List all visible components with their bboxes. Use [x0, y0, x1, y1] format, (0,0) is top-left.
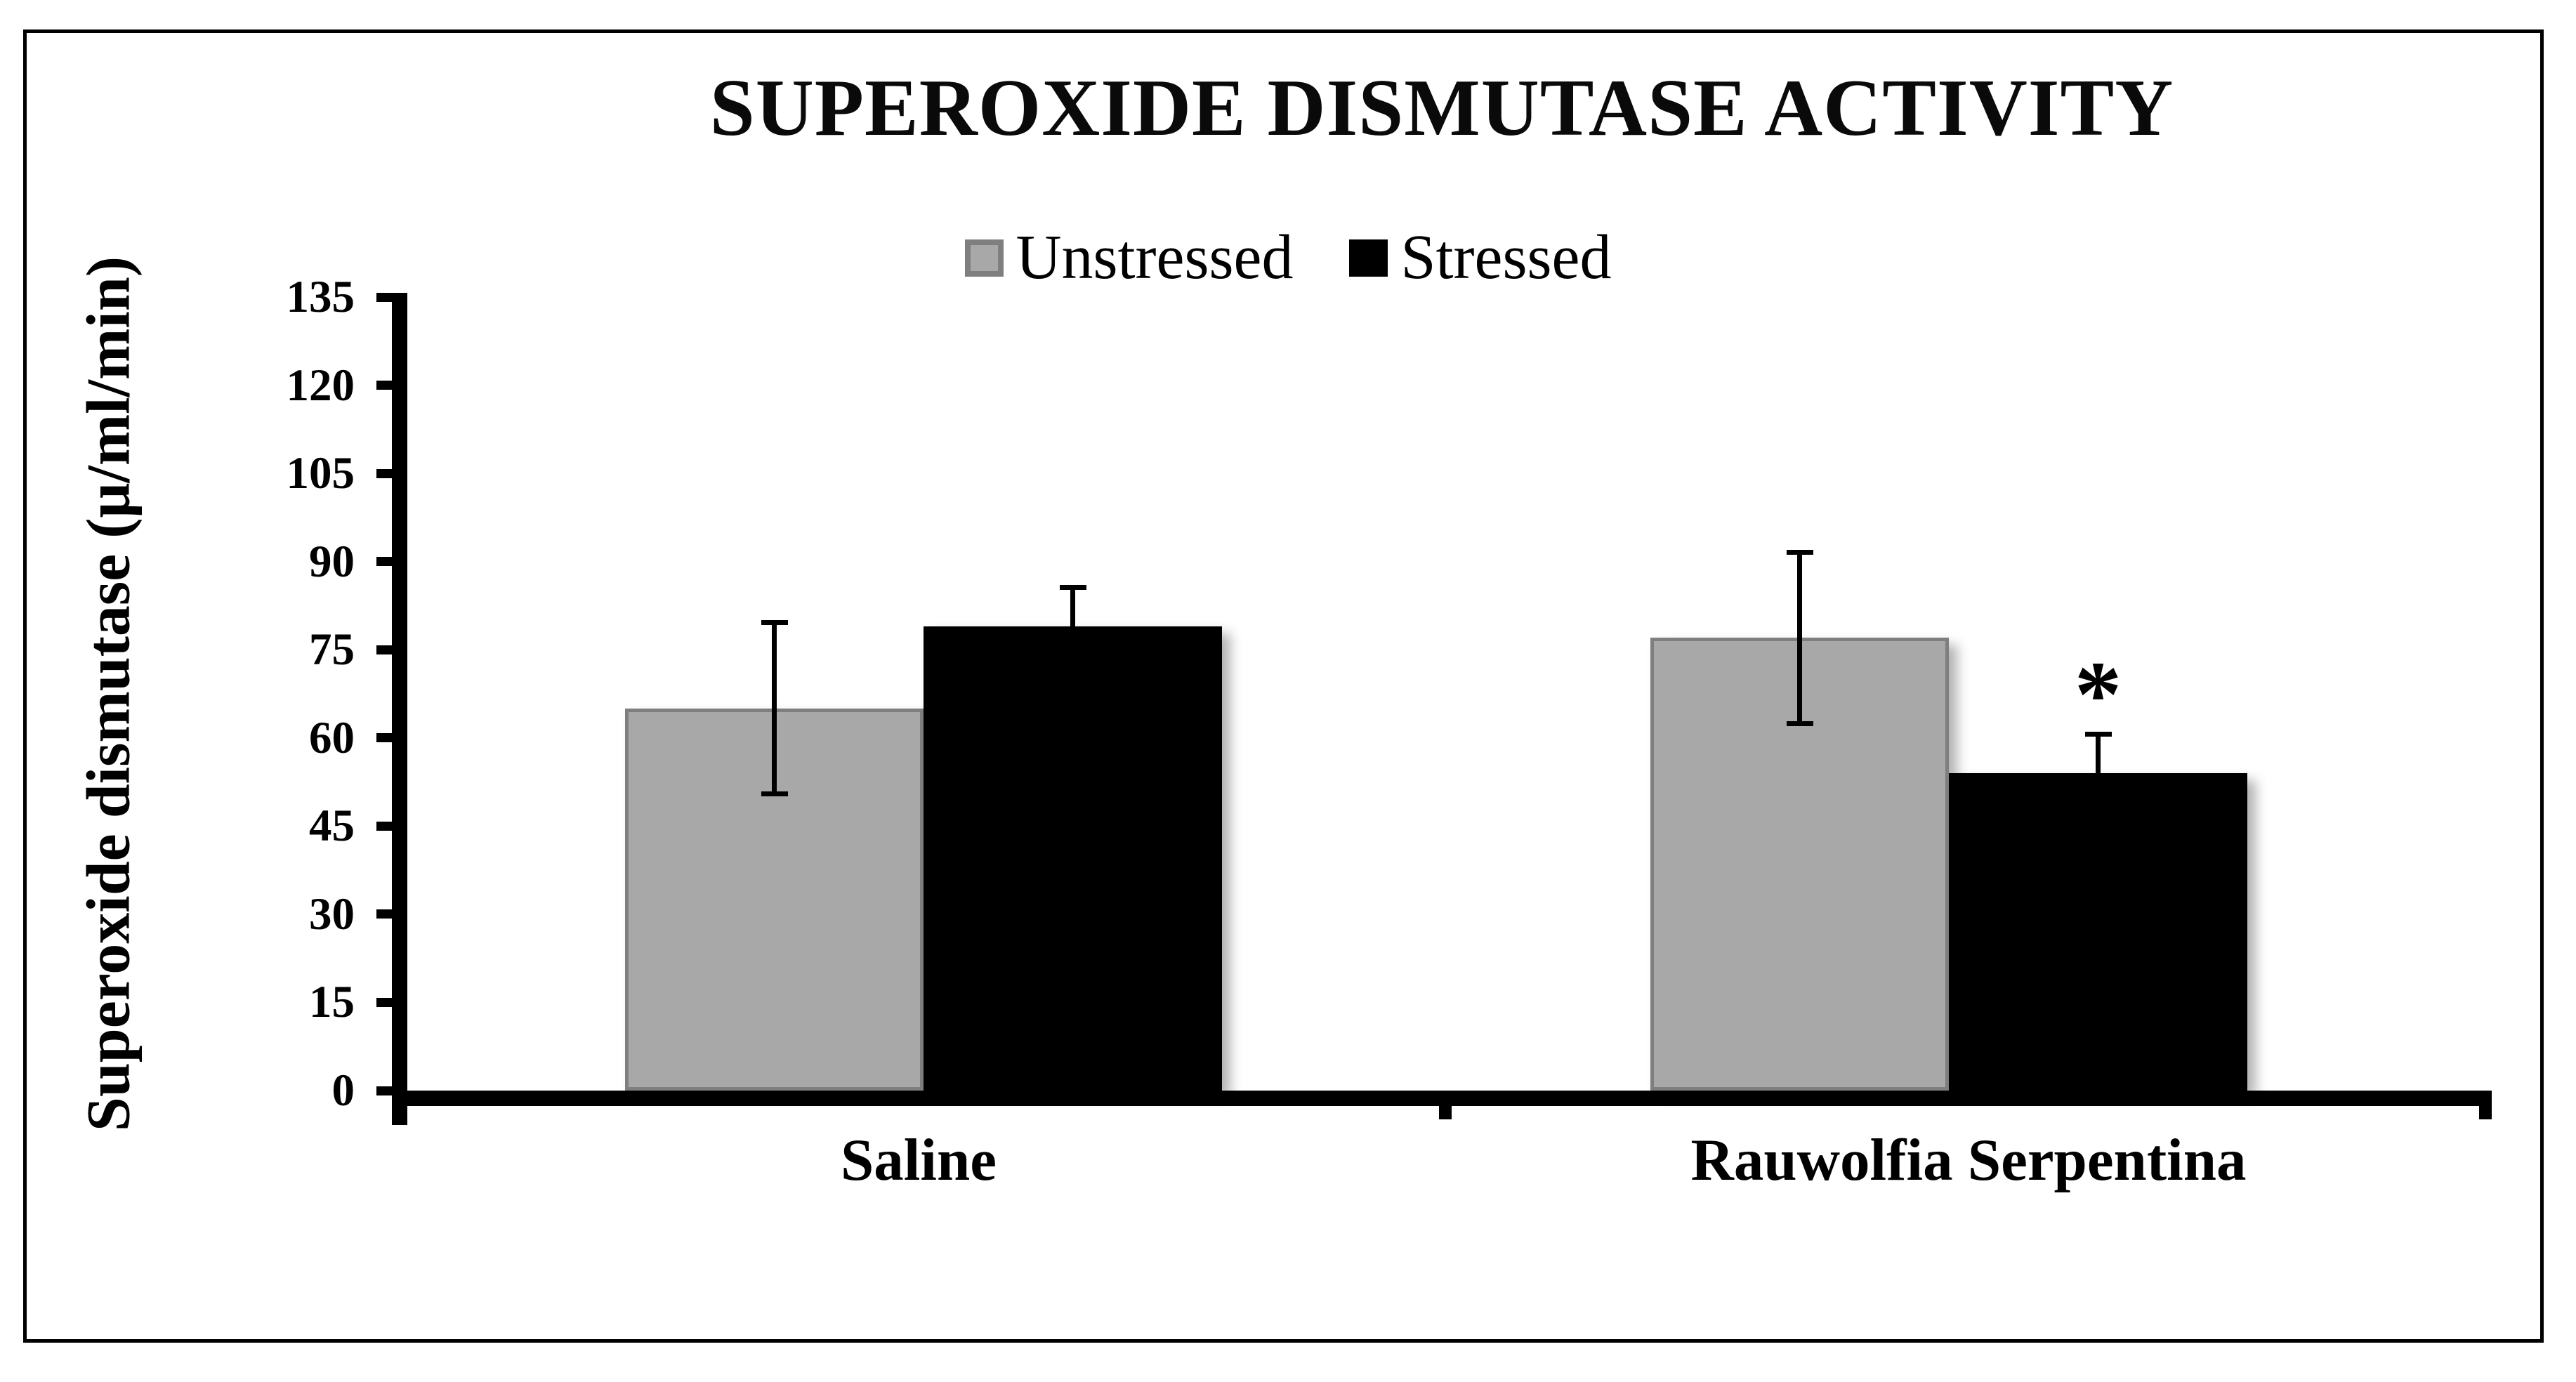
x-axis-tick-1: [1439, 1091, 1452, 1119]
error-bar-rauwolfia-serpentina-unstressed-cap-bottom: [1786, 721, 1813, 727]
x-label-saline: Saline: [840, 1127, 997, 1193]
y-tick-label-0: 0: [331, 1065, 355, 1116]
y-tick-label-105: 105: [286, 448, 355, 499]
y-tick-60: [376, 733, 407, 743]
x-label-rauwolfia-serpentina: Rauwolfia Serpentina: [1690, 1127, 2247, 1193]
y-tick-label-90: 90: [309, 536, 355, 587]
error-bar-rauwolfia-serpentina-unstressed-whisker: [1797, 549, 1802, 727]
bar-rauwolfia-serpentina-stressed: [1949, 773, 2247, 1091]
y-tick-75: [376, 645, 407, 654]
y-tick-90: [376, 557, 407, 567]
y-tick-label-135: 135: [286, 272, 355, 322]
legend-label-unstressed: Unstressed: [1016, 223, 1294, 292]
y-tick-label-75: 75: [309, 624, 355, 676]
error-bar-saline-stressed-cap-top: [1059, 585, 1086, 591]
error-bar-rauwolfia-serpentina-unstressed-cap-top: [1786, 549, 1813, 555]
y-tick-15: [376, 997, 407, 1007]
y-tick-label-15: 15: [309, 977, 355, 1028]
y-tick-label-60: 60: [309, 712, 355, 763]
error-bar-saline-unstressed-cap-top: [761, 620, 788, 626]
y-tick-label-120: 120: [286, 360, 355, 411]
y-tick-30: [376, 909, 407, 919]
unstressed-legend-swatch-icon: [964, 239, 1004, 277]
error-bar-saline-unstressed-cap-bottom: [761, 791, 788, 797]
y-tick-45: [376, 821, 407, 831]
y-tick-label-45: 45: [309, 801, 355, 852]
error-bar-rauwolfia-serpentina-stressed-whisker: [2096, 732, 2101, 773]
error-bar-rauwolfia-serpentina-stressed-cap-top: [2084, 732, 2112, 737]
legend-item-stressed: Stressed: [1349, 226, 1611, 289]
significance-asterisk: *: [2074, 643, 2122, 747]
chart-title: SUPEROXIDE DISMUTASE ACTIVITY: [709, 63, 2174, 152]
y-tick-135: [376, 292, 407, 302]
stressed-legend-swatch-icon: [1349, 239, 1388, 277]
x-axis-tick-2: [2479, 1091, 2492, 1119]
error-bar-saline-unstressed-whisker: [772, 620, 777, 797]
y-tick-label-30: 30: [309, 888, 355, 940]
figure-border: [23, 29, 2544, 1343]
y-tick-120: [376, 381, 407, 390]
legend-label-stressed: Stressed: [1400, 223, 1612, 292]
bar-saline-stressed: [924, 626, 1222, 1091]
legend-item-unstressed: Unstressed: [964, 223, 1294, 292]
error-bar-saline-stressed-whisker: [1070, 585, 1075, 626]
legend: Unstressed Stressed: [0, 219, 2576, 296]
y-tick-105: [376, 468, 407, 478]
